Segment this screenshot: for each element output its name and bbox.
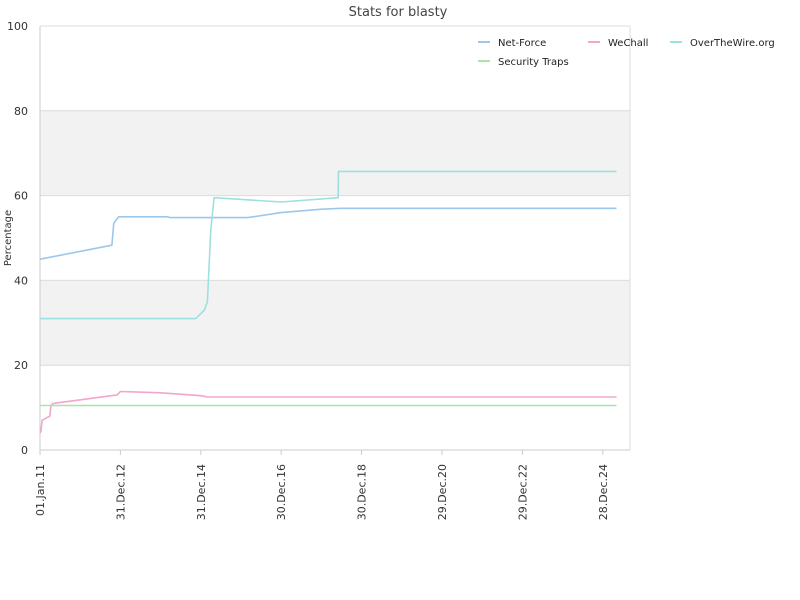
legend[interactable]: Net-Force WeChall OverTheWire.org Security … [478,38,775,68]
legend-label: Security Traps [498,57,569,68]
legend-item[interactable]: WeChall [588,38,648,49]
y-tick-label: 0 [21,444,28,457]
y-tick-label: 40 [14,274,28,287]
x-tick-label: 31.Dec.14 [195,464,208,520]
legend-item[interactable]: OverTheWire.org [670,38,775,49]
series-lines [39,170,617,434]
plot-background [40,26,630,450]
plot-band [40,365,630,450]
series-line-overthewire-org [40,170,617,320]
y-axis-ticks: 0 20 40 60 80 100 [7,20,28,457]
x-tick-label: 28.Dec.24 [597,464,610,520]
legend-item[interactable]: Security Traps [478,57,569,68]
legend-item[interactable]: Net-Force [478,38,546,49]
axes [39,26,631,451]
x-tick-label: 31.Dec.12 [114,464,127,520]
y-tick-label: 60 [14,190,28,203]
x-axis-ticks: 01.Jan.11 31.Dec.12 31.Dec.14 30.Dec.16 30.D… [34,450,610,520]
x-tick-label: 29.Dec.22 [516,464,529,520]
legend-label: WeChall [608,38,648,49]
y-tick-label: 100 [7,20,28,33]
x-tick-label: 30.Dec.18 [356,464,369,520]
y-tick-label: 80 [14,105,28,118]
legend-label: OverTheWire.org [690,38,775,49]
series-line-wechall [39,390,617,434]
y-tick-label: 20 [14,359,28,372]
x-tick-label: 30.Dec.16 [275,464,288,520]
y-axis-label: Percentage [3,210,14,266]
plot-band [40,195,630,281]
x-tick-label: 01.Jan.11 [34,464,47,516]
plot-band [40,280,630,366]
legend-label: Net-Force [498,38,546,49]
series-line-net-force [39,207,617,260]
chart-title: Stats for blasty [349,5,448,20]
x-tick-label: 29.Dec.20 [436,464,449,520]
plot-band [40,110,630,196]
plot-band [40,26,630,111]
